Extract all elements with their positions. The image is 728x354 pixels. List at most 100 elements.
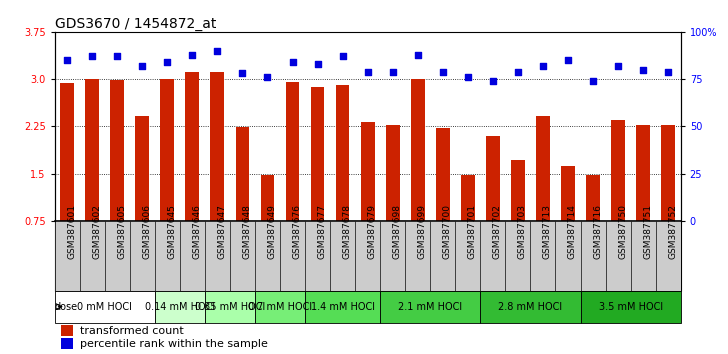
Bar bbox=[486, 136, 499, 221]
Bar bbox=[656, 221, 681, 291]
Bar bbox=[205, 221, 230, 291]
Text: GSM387648: GSM387648 bbox=[242, 204, 251, 259]
Bar bbox=[79, 221, 105, 291]
Bar bbox=[180, 221, 205, 291]
Text: GSM387698: GSM387698 bbox=[392, 204, 402, 259]
Text: 2.1 mM HOCl: 2.1 mM HOCl bbox=[398, 302, 462, 312]
Point bbox=[312, 61, 323, 67]
Point bbox=[537, 63, 549, 69]
Point bbox=[612, 63, 624, 69]
Text: GSM387605: GSM387605 bbox=[117, 204, 126, 259]
Bar bbox=[630, 221, 656, 291]
Point bbox=[237, 71, 248, 76]
Bar bbox=[255, 221, 280, 291]
Bar bbox=[60, 83, 74, 221]
Point bbox=[186, 52, 198, 57]
Text: GSM387649: GSM387649 bbox=[267, 204, 277, 259]
Point bbox=[637, 67, 649, 73]
Bar bbox=[236, 127, 249, 221]
Bar bbox=[436, 129, 450, 221]
Bar bbox=[461, 175, 475, 221]
Bar bbox=[285, 82, 299, 221]
Point bbox=[61, 57, 73, 63]
Text: GSM387750: GSM387750 bbox=[618, 204, 627, 259]
Bar bbox=[380, 291, 480, 322]
Bar bbox=[61, 325, 74, 336]
Point bbox=[512, 69, 523, 74]
Point bbox=[212, 48, 223, 53]
Text: GSM387646: GSM387646 bbox=[192, 204, 202, 259]
Point bbox=[437, 69, 448, 74]
Point bbox=[337, 53, 349, 59]
Bar bbox=[330, 221, 355, 291]
Point bbox=[662, 69, 674, 74]
Bar bbox=[355, 221, 380, 291]
Text: GSM387679: GSM387679 bbox=[368, 204, 376, 259]
Bar bbox=[55, 291, 155, 322]
Text: GSM387702: GSM387702 bbox=[493, 204, 502, 259]
Bar bbox=[511, 160, 525, 221]
Point bbox=[87, 53, 98, 59]
Bar bbox=[555, 221, 580, 291]
Bar bbox=[480, 291, 580, 322]
Bar bbox=[430, 221, 455, 291]
Point bbox=[487, 78, 499, 84]
Bar bbox=[205, 291, 255, 322]
Text: GSM387751: GSM387751 bbox=[643, 204, 652, 259]
Bar bbox=[186, 72, 199, 221]
Text: GSM387713: GSM387713 bbox=[543, 204, 552, 259]
Bar bbox=[361, 122, 374, 221]
Bar bbox=[261, 175, 274, 221]
Text: GSM387676: GSM387676 bbox=[293, 204, 301, 259]
Bar bbox=[661, 125, 675, 221]
Point bbox=[162, 59, 173, 65]
Text: 0.35 mM HOCl: 0.35 mM HOCl bbox=[195, 302, 265, 312]
Bar bbox=[636, 125, 650, 221]
Text: 3.5 mM HOCl: 3.5 mM HOCl bbox=[598, 302, 662, 312]
Text: GSM387700: GSM387700 bbox=[443, 204, 452, 259]
Text: 0 mM HOCl: 0 mM HOCl bbox=[77, 302, 132, 312]
Text: 2.8 mM HOCl: 2.8 mM HOCl bbox=[499, 302, 563, 312]
Text: transformed count: transformed count bbox=[79, 326, 183, 336]
Text: GDS3670 / 1454872_at: GDS3670 / 1454872_at bbox=[55, 17, 216, 31]
Bar bbox=[455, 221, 480, 291]
Bar bbox=[105, 221, 130, 291]
Text: GSM387703: GSM387703 bbox=[518, 204, 527, 259]
Bar bbox=[411, 79, 424, 221]
Text: GSM387701: GSM387701 bbox=[468, 204, 477, 259]
Text: GSM387647: GSM387647 bbox=[218, 204, 226, 259]
Point bbox=[362, 69, 373, 74]
Bar bbox=[336, 85, 349, 221]
Bar bbox=[155, 221, 180, 291]
Bar bbox=[612, 120, 625, 221]
Bar bbox=[580, 221, 606, 291]
Point bbox=[287, 59, 298, 65]
Bar bbox=[230, 221, 255, 291]
Bar bbox=[531, 221, 555, 291]
Bar bbox=[280, 221, 305, 291]
Text: GSM387752: GSM387752 bbox=[668, 204, 677, 259]
Bar bbox=[85, 79, 99, 221]
Bar bbox=[380, 221, 405, 291]
Bar bbox=[480, 221, 505, 291]
Bar bbox=[305, 291, 380, 322]
Bar bbox=[405, 221, 430, 291]
Text: dose: dose bbox=[55, 302, 78, 312]
Bar bbox=[210, 72, 224, 221]
Text: percentile rank within the sample: percentile rank within the sample bbox=[79, 339, 267, 349]
Bar bbox=[586, 175, 600, 221]
Bar bbox=[305, 221, 330, 291]
Bar bbox=[155, 291, 205, 322]
Bar bbox=[111, 80, 124, 221]
Bar bbox=[536, 116, 550, 221]
Bar bbox=[311, 87, 325, 221]
Bar bbox=[255, 291, 305, 322]
Bar bbox=[61, 338, 74, 349]
Point bbox=[587, 78, 599, 84]
Bar bbox=[160, 79, 174, 221]
Text: GSM387601: GSM387601 bbox=[67, 204, 76, 259]
Point bbox=[261, 74, 273, 80]
Point bbox=[562, 57, 574, 63]
Bar bbox=[55, 221, 79, 291]
Bar bbox=[386, 125, 400, 221]
